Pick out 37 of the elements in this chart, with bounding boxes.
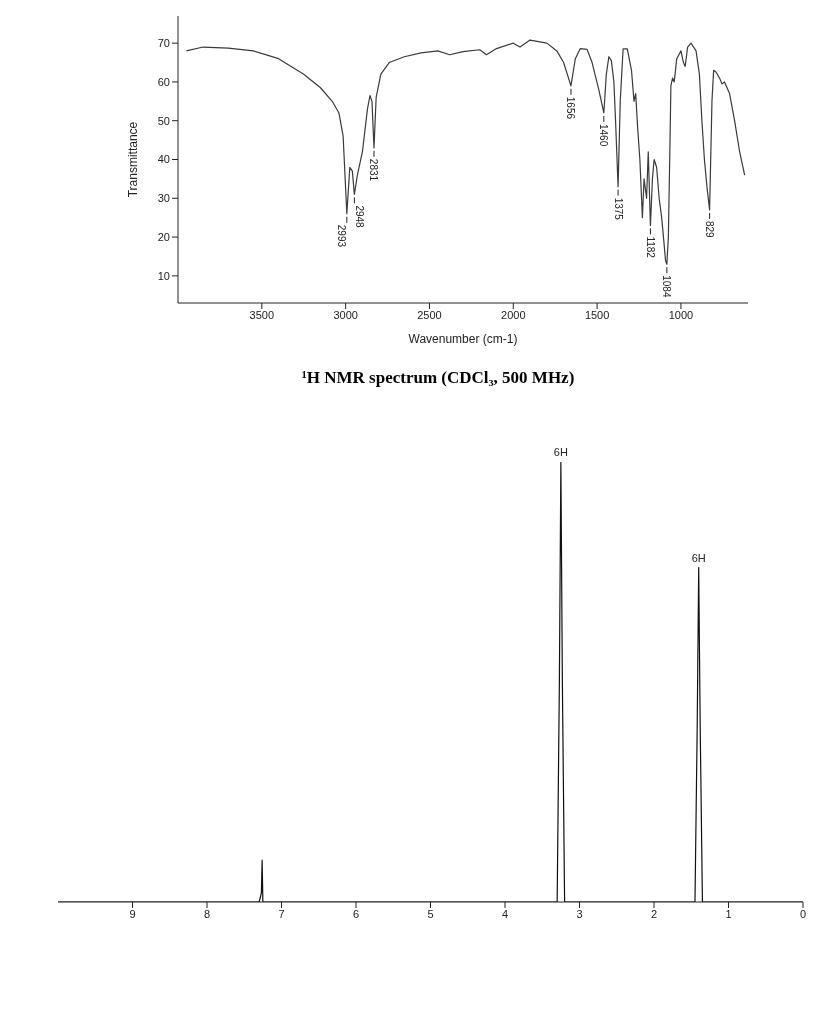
annotation: 1182 (644, 236, 656, 259)
x-tick-label: 3500 (249, 308, 275, 321)
x-tick-label: 1000 (668, 308, 694, 321)
x-tick-label: 2500 (417, 308, 442, 321)
annotation: 1084 (661, 275, 673, 298)
x-tick-label: 7 (278, 907, 285, 920)
x-tick-label: 3000 (333, 308, 358, 321)
annotation: 2831 (368, 158, 380, 182)
x-tick-label: 0 (799, 907, 807, 920)
y-tick-label: 10 (157, 269, 170, 282)
x-tick-label: 1500 (584, 308, 610, 321)
annotation: 2993 (336, 224, 348, 248)
annotation: 829 (704, 220, 716, 239)
annotation: 1375 (612, 197, 624, 221)
x-tick-label: 2000 (501, 308, 526, 321)
y-tick-label: 30 (157, 192, 170, 205)
x-tick-label: 3 (576, 907, 583, 920)
y-axis-title: Transmittance (126, 121, 141, 198)
x-tick-label: 2 (650, 907, 658, 920)
y-tick-label: 20 (157, 230, 170, 243)
x-tick-label: 8 (203, 907, 211, 920)
x-tick-label: 9 (129, 907, 136, 920)
y-tick-label: 70 (157, 37, 170, 50)
annotation: 6H (691, 551, 706, 564)
x-tick-label: 4 (501, 907, 509, 920)
chart-title: ¹H NMR spectrum (CDCl₃, 500 MHz) (300, 368, 576, 388)
annotation: 2948 (353, 205, 365, 229)
x-axis-title: Wavenumber (cm-1) (408, 332, 518, 346)
y-tick-label: 40 (157, 153, 170, 166)
annotation: 1460 (598, 123, 610, 147)
x-tick-label: 5 (427, 907, 434, 920)
annotation: 6H (553, 446, 568, 458)
y-tick-label: 60 (157, 75, 170, 88)
x-tick-label: 6 (352, 907, 360, 920)
annotation: 1656 (565, 96, 577, 120)
x-tick-label: 1 (725, 907, 732, 920)
y-tick-label: 50 (157, 114, 170, 127)
